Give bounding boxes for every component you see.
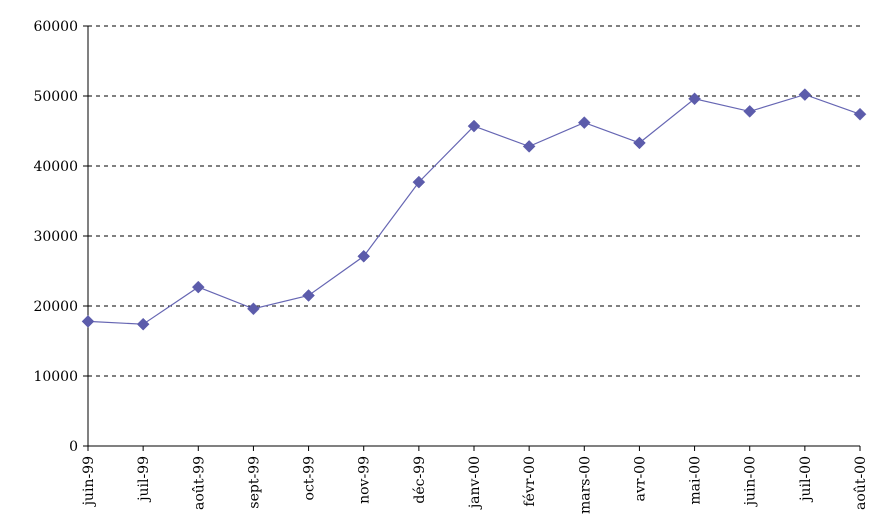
x-tick-label: janv-00 xyxy=(467,456,483,510)
axes xyxy=(83,25,861,451)
y-tick-label: 30000 xyxy=(33,229,78,245)
data-point-marker xyxy=(81,315,95,328)
x-tick-label: mai-00 xyxy=(688,456,704,505)
data-point-marker xyxy=(853,107,867,121)
data-point-marker xyxy=(743,105,757,118)
data-point-marker xyxy=(798,88,812,101)
x-tick-label: juil-99 xyxy=(136,456,152,503)
gridlines xyxy=(88,25,860,377)
x-tick-label: août-99 xyxy=(191,456,207,510)
data-point-marker xyxy=(688,92,701,106)
data-point-marker xyxy=(522,140,536,153)
data-point-marker xyxy=(357,249,371,263)
x-tick-label: déc-99 xyxy=(412,456,428,504)
y-tick-label: 40000 xyxy=(33,159,78,175)
x-tick-label: juin-99 xyxy=(81,456,97,507)
y-tick-label: 0 xyxy=(69,439,78,455)
series xyxy=(81,88,867,331)
x-tick-label: juil-00 xyxy=(798,456,814,503)
data-point-marker xyxy=(633,136,646,150)
y-tick-label: 10000 xyxy=(33,369,78,385)
x-tick-label: oct-99 xyxy=(302,456,318,500)
data-point-marker xyxy=(577,116,591,129)
x-tick-label: nov-99 xyxy=(357,456,373,504)
x-tick-label: juin-00 xyxy=(743,456,759,507)
x-tick-label: févr-00 xyxy=(522,456,538,507)
data-point-marker xyxy=(467,119,481,133)
data-point-marker xyxy=(302,289,315,302)
x-tick-label: août-00 xyxy=(853,456,869,510)
y-tick-label: 50000 xyxy=(33,89,78,105)
x-tick-label: sept-99 xyxy=(246,456,262,509)
y-tick-label: 60000 xyxy=(33,19,78,35)
data-point-marker xyxy=(136,317,150,331)
x-tick-label: avr-00 xyxy=(632,456,648,502)
data-point-marker xyxy=(247,302,260,316)
y-tick-labels: 0 10000 20000 30000 40000 50000 60000 xyxy=(33,19,78,455)
x-tick-label: mars-00 xyxy=(577,456,593,514)
data-point-marker xyxy=(191,280,205,294)
x-tick-labels: juin-99 juil-99 août-99 sept-99 oct-99 nov-99… xyxy=(81,456,869,514)
y-tick-label: 20000 xyxy=(33,299,78,315)
data-point-marker xyxy=(412,175,426,189)
